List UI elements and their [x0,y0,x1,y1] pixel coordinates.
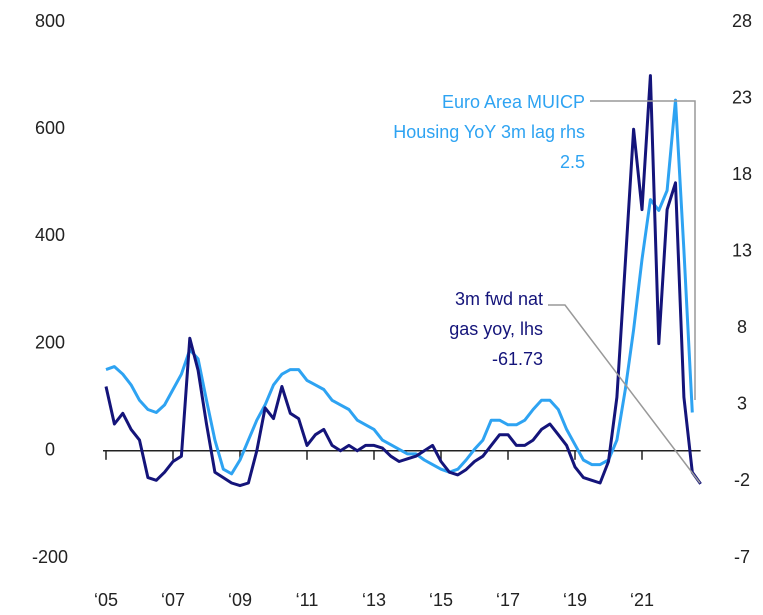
y2-tick-label: 18 [732,164,752,184]
x-tick-label: ‘21 [630,590,654,610]
x-tick-label: ‘09 [228,590,252,610]
y-tick-label: 800 [35,11,65,31]
y2-tick-label: 28 [732,11,752,31]
annotation: -61.73 [492,349,543,369]
y-tick-label: 200 [35,332,65,352]
annotation: 3m fwd nat [455,289,543,309]
x-tick-label: ‘17 [496,590,520,610]
annotation: gas yoy, lhs [449,319,543,339]
y-tick-label: -200 [32,547,68,567]
x-tick-label: ‘11 [296,590,319,610]
y-tick-label: 0 [45,440,55,460]
y2-tick-label: -7 [734,547,750,567]
y-tick-label: 600 [35,118,65,138]
y2-tick-label: 3 [737,394,747,414]
leader-line [548,304,701,484]
y-tick-label: 400 [35,225,65,245]
y2-tick-label: 13 [732,240,752,260]
y2-tick-label: 8 [737,317,747,337]
annotation: Housing YoY 3m lag rhs [393,122,585,142]
leader-line [590,100,696,400]
annotation: 2.5 [560,152,585,172]
x-tick-label: ‘15 [429,590,453,610]
series-line [104,74,702,488]
x-tick-label: ‘13 [362,590,386,610]
y2-tick-label: -2 [734,470,750,490]
series-line [105,98,694,476]
x-tick-label: ‘19 [563,590,587,610]
y2-tick-label: 23 [732,87,752,107]
annotation: Euro Area MUICP [442,92,585,112]
x-tick-label: ‘07 [161,590,185,610]
x-tick-label: ‘05 [94,590,118,610]
